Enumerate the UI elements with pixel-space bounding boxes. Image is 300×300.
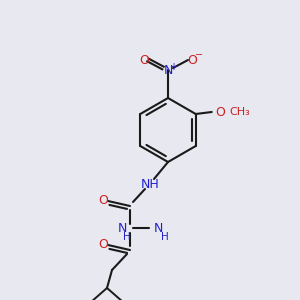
Text: N: N [153, 223, 163, 236]
Text: H: H [123, 232, 131, 242]
Text: O: O [98, 194, 108, 208]
Text: +: + [169, 62, 177, 72]
Text: O: O [98, 238, 108, 251]
Text: −: − [195, 50, 203, 60]
Text: N: N [117, 223, 127, 236]
Text: CH₃: CH₃ [230, 107, 250, 117]
Text: NH: NH [141, 178, 159, 190]
Text: H: H [161, 232, 169, 242]
Text: O: O [187, 53, 197, 67]
Text: O: O [216, 106, 226, 118]
Text: O: O [139, 53, 149, 67]
Text: N: N [163, 64, 173, 76]
